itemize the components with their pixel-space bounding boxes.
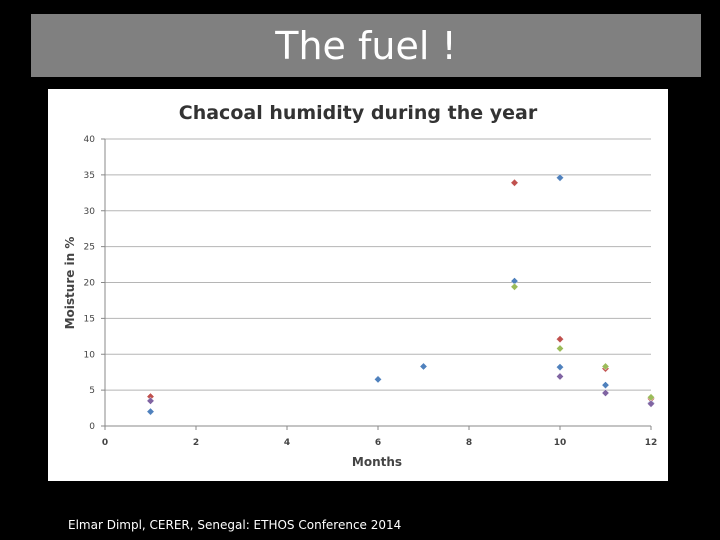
x-tick-label: 10 — [554, 438, 567, 448]
slide-footer: Elmar Dimpl, CERER, Senegal: ETHOS Confe… — [68, 518, 402, 532]
y-tick-label: 5 — [89, 386, 95, 396]
data-point-series-1 — [601, 381, 610, 389]
data-point-series-4 — [146, 397, 155, 405]
data-point-series-3 — [556, 344, 564, 353]
data-point-series-4 — [556, 372, 564, 381]
x-axis-label: Months — [352, 455, 402, 469]
x-tick-label: 4 — [284, 438, 290, 448]
x-tick-label: 0 — [102, 438, 108, 448]
chart-panel: Chacoal humidity during the year Months … — [48, 89, 668, 481]
x-tick-label: 8 — [466, 438, 472, 448]
slide-title-bar: The fuel ! — [31, 14, 701, 77]
data-point-series-3 — [510, 282, 519, 291]
y-tick-label: 20 — [84, 279, 96, 289]
data-point-series-3 — [601, 362, 610, 371]
y-tick-label: 35 — [84, 171, 95, 181]
x-tick-label: 12 — [645, 438, 658, 448]
data-point-series-1 — [146, 407, 155, 416]
y-axis-label: Moisture in % — [63, 237, 77, 330]
data-point-series-1 — [556, 173, 564, 182]
x-tick-label: 6 — [375, 438, 381, 448]
y-tick-label: 25 — [84, 243, 95, 253]
data-point-series-1 — [556, 363, 564, 372]
y-tick-label: 15 — [84, 314, 95, 324]
data-point-series-2 — [510, 178, 519, 187]
y-tick-label: 30 — [84, 207, 96, 217]
data-point-series-4 — [601, 389, 610, 397]
y-tick-label: 10 — [84, 350, 96, 360]
data-point-series-2 — [556, 335, 564, 344]
y-tick-label: 40 — [84, 135, 96, 145]
slide-title: The fuel ! — [275, 23, 457, 68]
x-tick-label: 2 — [193, 438, 199, 448]
data-point-series-4 — [647, 399, 655, 408]
chart-title: Chacoal humidity during the year — [179, 102, 538, 124]
y-tick-label: 0 — [89, 422, 95, 432]
data-point-series-1 — [419, 362, 428, 371]
scatter-chart: Chacoal humidity during the year Months … — [63, 102, 658, 469]
data-point-series-1 — [374, 375, 382, 384]
